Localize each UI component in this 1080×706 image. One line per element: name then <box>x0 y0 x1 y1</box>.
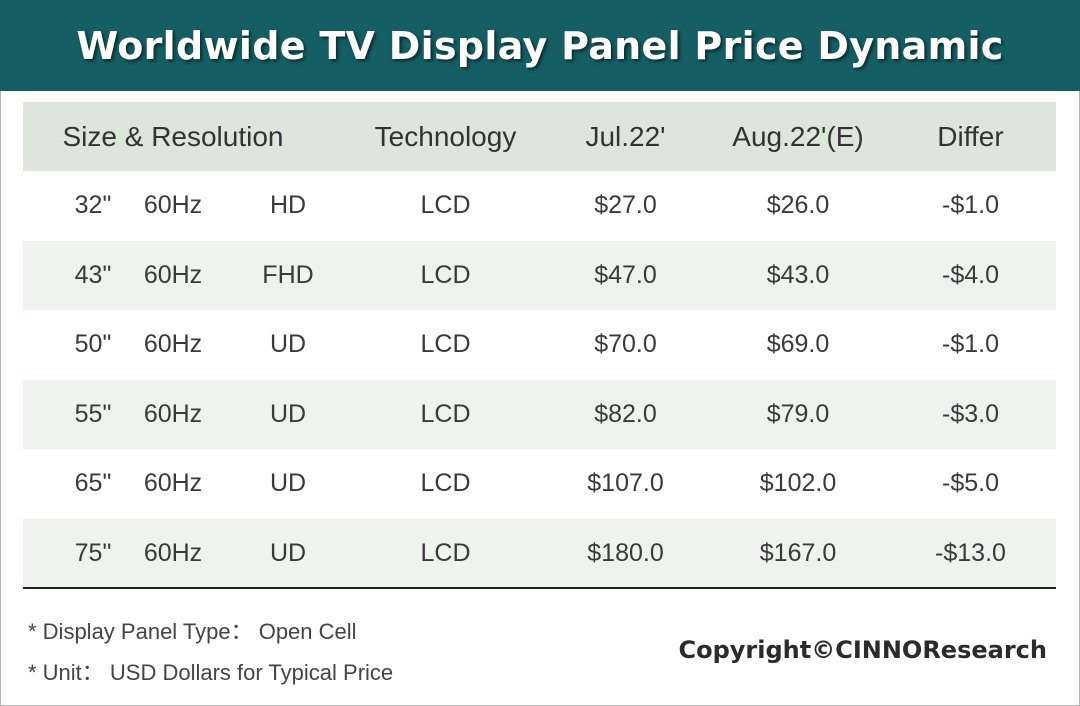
cell-differ: -$1.0 <box>942 330 999 359</box>
cell-differ: -$3.0 <box>942 399 999 428</box>
cell-aug: $43.0 <box>766 260 830 289</box>
cell-aug: $167.0 <box>759 538 837 567</box>
cell-resolution: UD <box>269 399 307 428</box>
copyright-text: Copyright©CINNOResearch <box>678 636 1047 664</box>
cell-refresh: 60Hz <box>143 330 203 359</box>
cell-resolution: UD <box>269 538 307 567</box>
header-size-resolution: Size & Resolution <box>62 120 284 152</box>
cell-jul: $70.0 <box>594 330 657 359</box>
cell-refresh: 60Hz <box>143 191 203 220</box>
title-bar: Worldwide TV Display Panel Price Dynamic <box>0 0 1080 91</box>
table-row: 50" 60Hz UD LCD $70.0 $69.0 -$1.0 <box>23 310 1056 380</box>
cell-size: 50" <box>74 330 112 359</box>
table-row: 65" 60Hz UD LCD $107.0 $102.0 -$5.0 <box>23 449 1056 519</box>
cell-size: 65" <box>74 469 112 498</box>
table-row: 75" 60Hz UD LCD $180.0 $167.0 -$13.0 <box>23 518 1056 588</box>
cell-technology: LCD <box>420 399 471 428</box>
cell-refresh: 60Hz <box>143 260 203 289</box>
cell-resolution: FHD <box>262 260 314 289</box>
cell-size: 32" <box>74 191 112 220</box>
header-differ: Differ <box>937 120 1004 152</box>
cell-jul: $82.0 <box>594 399 657 428</box>
cell-size: 55" <box>74 399 112 428</box>
chart-title: Worldwide TV Display Panel Price Dynamic <box>76 23 1004 68</box>
table-row: 43" 60Hz FHD LCD $47.0 $43.0 -$4.0 <box>23 240 1056 310</box>
cell-aug: $26.0 <box>766 191 830 220</box>
table-body: 32" 60Hz HD LCD $27.0 $26.0 -$1.0 43" 60Hz FHD LCD… <box>23 171 1056 588</box>
cell-aug: $79.0 <box>766 399 830 428</box>
table-header: Size & Resolution Technology Jul.22' Aug… <box>23 102 1056 171</box>
cell-jul: $180.0 <box>587 538 664 567</box>
cell-resolution: HD <box>269 191 307 220</box>
cell-jul: $27.0 <box>594 191 657 220</box>
cell-differ: -$4.0 <box>942 260 999 289</box>
cell-resolution: UD <box>269 330 307 359</box>
header-aug: Aug.22'(E) <box>732 120 864 152</box>
note-panel-type: * Display Panel Type： Open Cell <box>28 619 357 644</box>
cell-refresh: 60Hz <box>143 538 203 567</box>
cell-differ: -$1.0 <box>942 191 999 220</box>
note-unit: * Unit： USD Dollars for Typical Price <box>28 660 394 685</box>
header-technology: Technology <box>374 120 517 152</box>
table-row: 55" 60Hz UD LCD $82.0 $79.0 -$3.0 <box>23 379 1056 449</box>
cell-resolution: UD <box>269 469 307 498</box>
cell-differ: -$5.0 <box>942 469 999 498</box>
cell-refresh: 60Hz <box>143 399 203 428</box>
table-bottom-rule <box>23 587 1056 589</box>
cell-technology: LCD <box>420 538 471 567</box>
table-row: 32" 60Hz HD LCD $27.0 $26.0 -$1.0 <box>23 171 1056 241</box>
header-jul: Jul.22' <box>585 120 666 152</box>
cell-refresh: 60Hz <box>143 469 203 498</box>
cell-technology: LCD <box>420 330 471 359</box>
cell-differ: -$13.0 <box>935 538 1006 567</box>
cell-jul: $107.0 <box>587 469 664 498</box>
cell-jul: $47.0 <box>594 260 657 289</box>
cell-technology: LCD <box>420 260 471 289</box>
cell-technology: LCD <box>420 469 471 498</box>
price-table: Size & Resolution Technology Jul.22' Aug… <box>23 102 1056 588</box>
cell-aug: $102.0 <box>759 469 837 498</box>
cell-size: 75" <box>74 538 112 567</box>
cell-technology: LCD <box>420 191 471 220</box>
cell-size: 43" <box>74 260 112 289</box>
cell-aug: $69.0 <box>766 330 830 359</box>
